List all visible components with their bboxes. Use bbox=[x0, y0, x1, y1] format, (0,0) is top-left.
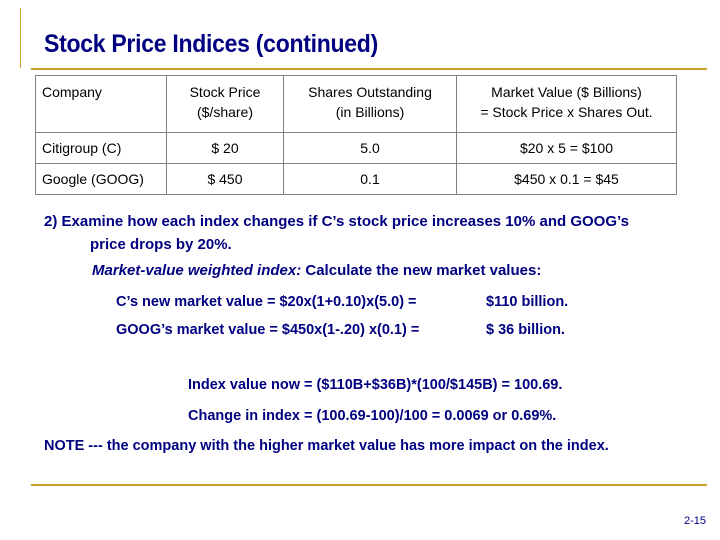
question-line-2: price drops by 20%. bbox=[90, 236, 232, 253]
calc-line-c-lhs: C’s new market value = $20x(1+0.10)x(5.0… bbox=[116, 294, 417, 310]
market-value-heading: Market-value weighted index: Calculate t… bbox=[92, 262, 541, 279]
header-stock-price-line1: Stock Price bbox=[189, 84, 261, 100]
header-company: Company bbox=[35, 75, 167, 133]
table-header-row: Company Stock Price ($/share) Shares Out… bbox=[35, 75, 677, 133]
cell-stock-price: $ 450 bbox=[166, 163, 284, 195]
cell-shares: 5.0 bbox=[283, 132, 457, 164]
cell-market-value: $20 x 5 = $100 bbox=[456, 132, 677, 164]
header-stock-price: Stock Price ($/share) bbox=[166, 75, 284, 133]
cell-company: Citigroup (C) bbox=[35, 132, 167, 164]
note-text: NOTE --- the company with the higher mar… bbox=[44, 438, 609, 454]
header-market-value: Market Value ($ Billions) = Stock Price … bbox=[456, 75, 677, 133]
header-shares-outstanding: Shares Outstanding (in Billions) bbox=[283, 75, 457, 133]
footer-divider bbox=[31, 484, 707, 486]
header-shares-line2: (in Billions) bbox=[335, 104, 405, 120]
frame-left-rule bbox=[20, 8, 21, 68]
calc-line-goog: GOOG’s market value = $450x(1-.20) x(0.1… bbox=[116, 322, 565, 338]
stock-table: Company Stock Price ($/share) Shares Out… bbox=[35, 75, 677, 195]
header-shares-line1: Shares Outstanding bbox=[308, 84, 432, 100]
header-market-value-line1: Market Value ($ Billions) bbox=[491, 84, 642, 100]
index-value-now: Index value now = ($110B+$36B)*(100/$145… bbox=[188, 377, 563, 393]
calc-line-goog-lhs: GOOG’s market value = $450x(1-.20) x(0.1… bbox=[116, 322, 420, 338]
header-stock-price-line2: ($/share) bbox=[196, 104, 254, 120]
question-text: 2) Examine how each index changes if C’s… bbox=[44, 210, 684, 256]
question-line-1: 2) Examine how each index changes if C’s… bbox=[44, 213, 629, 230]
header-company-label: Company bbox=[42, 84, 102, 100]
table-row: Citigroup (C) $ 20 5.0 $20 x 5 = $100 bbox=[35, 132, 677, 164]
header-market-value-line2: = Stock Price x Shares Out. bbox=[480, 104, 653, 120]
cell-company: Google (GOOG) bbox=[35, 163, 167, 195]
title-divider bbox=[31, 68, 707, 70]
cell-shares: 0.1 bbox=[283, 163, 457, 195]
table-row: Google (GOOG) $ 450 0.1 $450 x 0.1 = $45 bbox=[35, 163, 677, 195]
market-value-heading-rest: Calculate the new market values: bbox=[301, 262, 542, 279]
cell-market-value: $450 x 0.1 = $45 bbox=[456, 163, 677, 195]
index-change: Change in index = (100.69-100)/100 = 0.0… bbox=[188, 408, 557, 424]
page-number: 2-15 bbox=[683, 515, 706, 527]
cell-stock-price: $ 20 bbox=[166, 132, 284, 164]
calc-line-c-result: $110 billion. bbox=[486, 294, 569, 310]
slide-title: Stock Price Indices (continued) bbox=[44, 30, 378, 58]
calc-line-goog-result: $ 36 billion. bbox=[486, 322, 565, 338]
market-value-heading-italic: Market-value weighted index: bbox=[92, 262, 302, 279]
calc-line-c: C’s new market value = $20x(1+0.10)x(5.0… bbox=[116, 294, 568, 310]
